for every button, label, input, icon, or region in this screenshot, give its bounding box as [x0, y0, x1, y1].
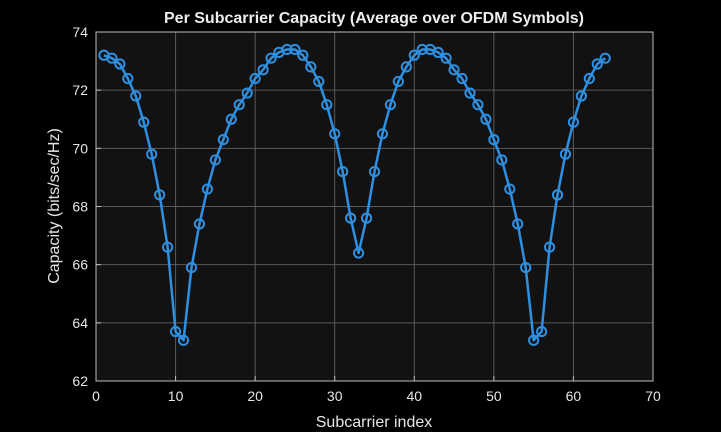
data-point-marker — [329, 128, 341, 140]
data-point-marker — [138, 116, 150, 128]
data-point-marker — [233, 99, 245, 111]
data-point-marker — [265, 52, 277, 64]
data-point-marker — [352, 247, 365, 259]
data-point-marker — [217, 134, 229, 146]
y-tick-label: 66 — [72, 257, 88, 273]
x-tick-label: 30 — [327, 388, 343, 404]
data-point-marker — [122, 72, 134, 85]
data-point-marker — [543, 241, 556, 253]
x-axis-label: Subcarrier index — [316, 414, 433, 431]
x-tick-label: 20 — [247, 388, 263, 404]
data-point-marker — [504, 183, 516, 195]
data-point-marker — [154, 189, 166, 201]
data-point-marker — [559, 148, 572, 160]
y-tick-label: 62 — [72, 373, 88, 389]
x-tick-label: 60 — [566, 388, 582, 404]
data-point-marker — [512, 218, 524, 230]
data-point-marker — [520, 261, 532, 274]
data-point-marker — [313, 75, 325, 88]
data-point-marker — [249, 72, 261, 85]
data-point-marker — [408, 49, 420, 61]
data-point-marker — [551, 189, 564, 201]
chart-title: Per Subcarrier Capacity (Average over OF… — [164, 10, 584, 27]
data-point-marker — [106, 52, 118, 64]
data-point-marker — [536, 325, 548, 338]
data-point-marker — [567, 116, 580, 128]
data-point-marker — [114, 58, 126, 70]
data-point-marker — [281, 43, 293, 56]
data-point-marker — [464, 87, 476, 99]
data-point-marker — [289, 43, 301, 56]
data-point-marker — [368, 166, 381, 178]
data-point-marker — [360, 212, 373, 224]
y-tick-label: 64 — [72, 315, 88, 331]
data-point-marker — [193, 218, 206, 230]
x-tick-label: 40 — [406, 388, 422, 404]
data-point-marker — [257, 64, 269, 76]
y-tick-label: 68 — [72, 199, 88, 215]
data-point-marker — [130, 90, 142, 102]
data-point-marker — [400, 61, 412, 73]
axis-ticks: 0 10 20 30 40 50 60 70 62 64 66 68 70 72 74 — [72, 24, 661, 404]
data-point-marker — [472, 99, 484, 111]
data-point-marker — [169, 325, 182, 338]
data-point-marker — [297, 49, 309, 61]
data-point-marker — [583, 72, 595, 85]
data-point-marker — [575, 90, 587, 102]
y-tick-label: 70 — [72, 140, 88, 156]
x-tick-label: 0 — [92, 388, 100, 404]
data-point-marker — [345, 212, 357, 224]
y-tick-label: 72 — [72, 82, 88, 98]
x-tick-label: 70 — [645, 388, 661, 404]
data-point-marker — [376, 128, 389, 140]
data-point-marker — [488, 134, 500, 146]
data-point-marker — [305, 61, 317, 73]
x-tick-label: 10 — [168, 388, 184, 404]
data-point-marker — [225, 113, 237, 125]
y-axis-label: Capacity (bits/sec/Hz) — [46, 128, 63, 284]
data-point-marker — [162, 241, 174, 253]
series-layer — [98, 43, 611, 346]
series-line — [103, 48, 606, 342]
data-point-marker — [177, 334, 190, 346]
data-point-marker — [496, 154, 508, 166]
data-point-marker — [384, 99, 397, 111]
data-point-marker — [241, 87, 253, 99]
data-point-marker — [416, 43, 428, 56]
data-point-marker — [528, 334, 540, 346]
data-point-marker — [146, 148, 158, 160]
data-point-marker — [591, 58, 603, 70]
data-point-marker — [448, 64, 460, 76]
data-point-marker — [337, 166, 349, 178]
data-point-marker — [456, 72, 468, 85]
data-point-marker — [321, 99, 333, 111]
data-point-marker — [440, 52, 452, 64]
data-point-marker — [480, 113, 492, 125]
data-point-marker — [209, 154, 221, 166]
data-point-marker — [201, 183, 213, 195]
data-point-marker — [599, 52, 611, 64]
data-point-marker — [392, 75, 404, 88]
data-point-marker — [432, 46, 444, 58]
y-tick-label: 74 — [72, 24, 88, 40]
x-tick-label: 50 — [486, 388, 502, 404]
data-point-marker — [185, 261, 198, 274]
